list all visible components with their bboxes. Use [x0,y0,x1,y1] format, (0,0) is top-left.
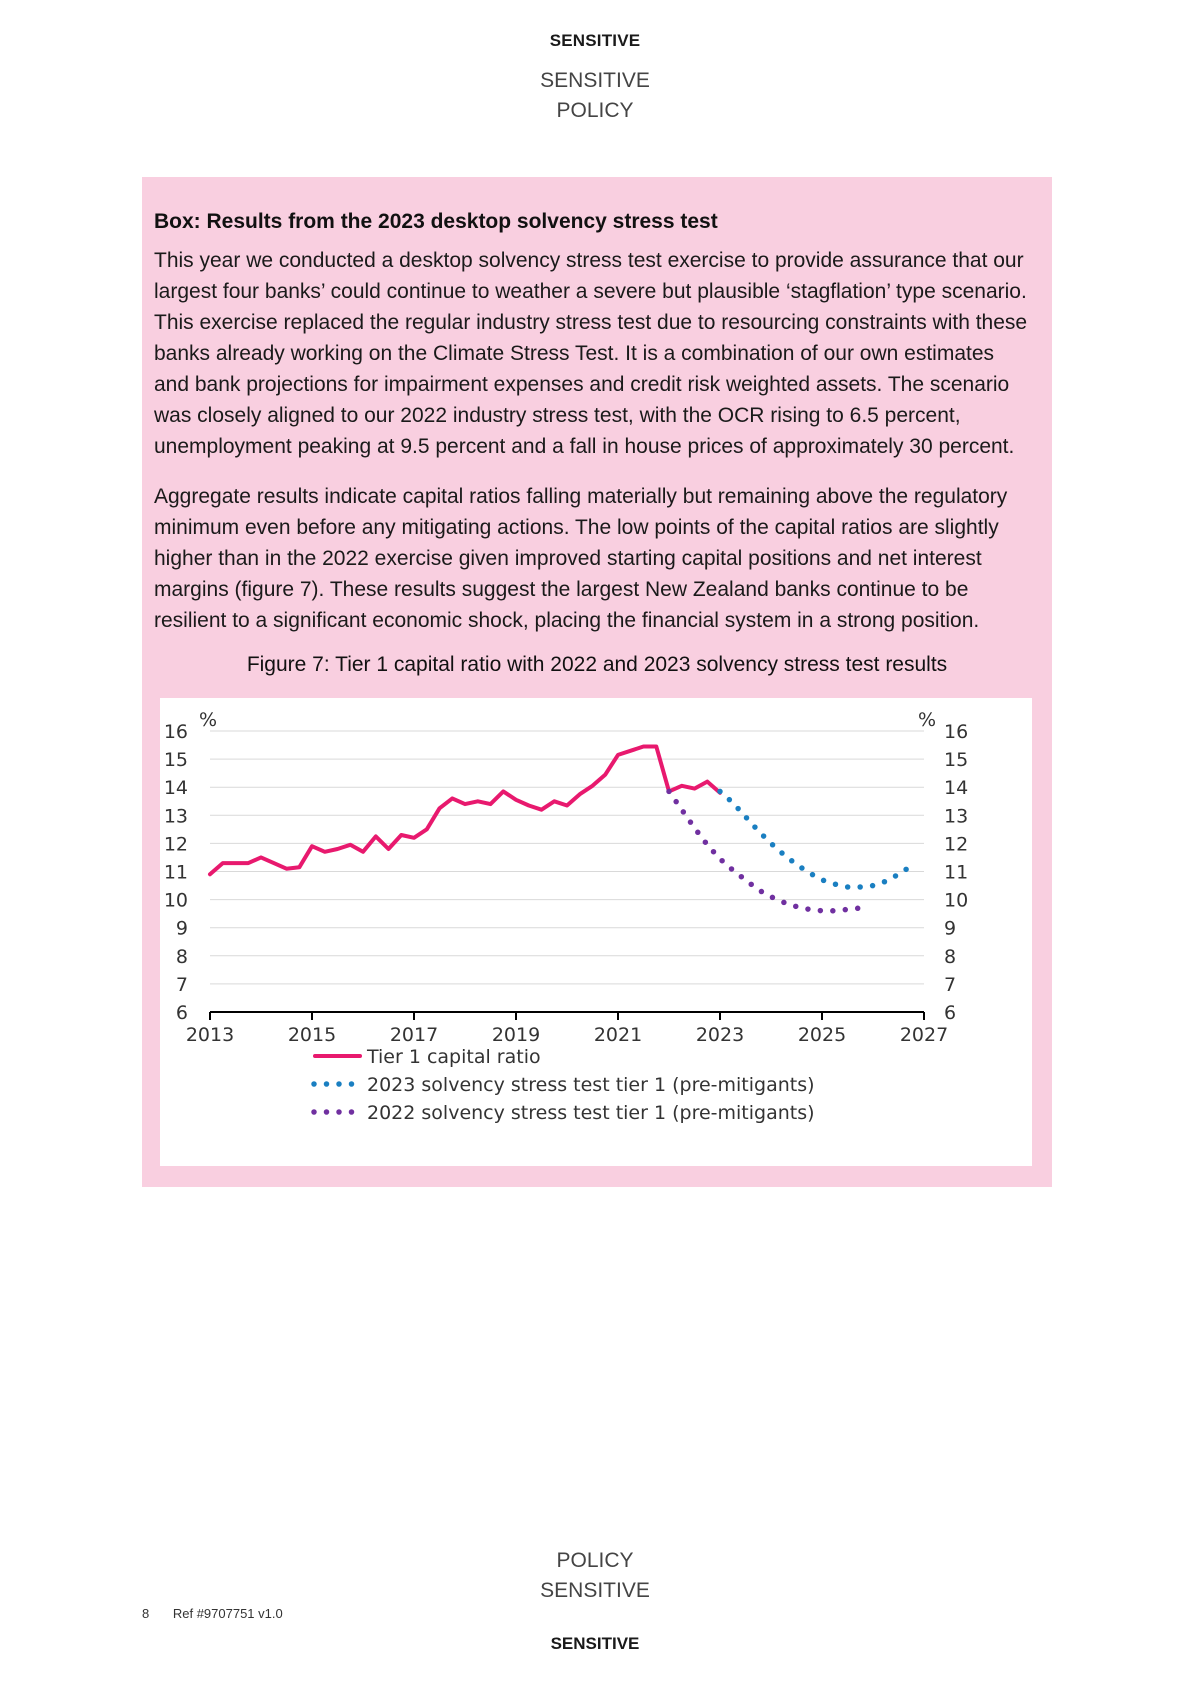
box-paragraph: This year we conducted a desktop solvenc… [154,249,1028,458]
figure-title: Figure 7: Tier 1 capital ratio with 2022… [246,653,948,676]
y-tick-label-left: 6 [176,1002,188,1024]
y-tick-label-left: 15 [164,749,188,771]
tier1-capital-chart: 6 6 7 7 8 8 9 9 10 10 11 11 12 12 13 13 14 14 15 15 16 16 2013… [164,709,968,1124]
y-tick-label-left: 10 [164,890,188,912]
document-reference: Ref #9707751 v1.0 [172,1606,283,1621]
chart-panel: 6 6 7 7 8 8 9 9 10 10 11 11 12 12 13 13 14 14 15 15 16 16 2013… [160,698,1032,1166]
y-tick-label-left: 11 [164,862,188,884]
y-tick-label-left: 9 [176,918,188,940]
y-tick-label-right: 16 [944,721,968,743]
y-tick-label-right: 12 [944,833,968,855]
classification-bottom: SENSITIVE [550,1634,640,1653]
y-tick-label-right: 10 [944,890,968,912]
y-tick-label-left: 12 [164,833,188,855]
x-tick-label: 2027 [900,1024,948,1046]
classification-top: SENSITIVE [549,31,641,50]
header-labels: SENSITIVE POLICY [0,66,1190,126]
box-paragraph: Aggregate results indicate capital ratio… [154,485,1008,632]
series-line-1 [208,744,722,877]
footer-label: POLICY [556,1549,634,1572]
legend-label: 2022 solvency stress test tier 1 (pre-mi… [367,1102,815,1124]
page-reference: 8 Ref #9707751 v1.0 [142,1606,283,1621]
footer-label: SENSITIVE [540,1579,650,1602]
page-number: 8 [142,1606,150,1621]
y-tick-label-right: 9 [944,918,956,940]
x-tick-label: 2017 [390,1024,438,1046]
series-line-3 [666,788,864,914]
x-tick-label: 2015 [288,1024,336,1046]
y-tick-label-right: 15 [944,749,968,771]
series-line-2 [717,788,915,890]
y-tick-label-right: 13 [944,805,968,827]
box-title: Box: Results from the 2023 desktop solve… [154,210,718,233]
y-tick-label-left: 13 [164,805,188,827]
x-tick-label: 2025 [798,1024,846,1046]
x-tick-label: 2021 [594,1024,642,1046]
y-tick-label-left: 8 [176,946,188,968]
y-tick-label-left: 7 [176,974,188,996]
legend-label: Tier 1 capital ratio [366,1046,541,1068]
y-unit-right: % [918,709,936,731]
y-tick-label-right: 8 [944,946,956,968]
y-tick-label-right: 7 [944,974,956,996]
stress-test-box: Box: Results from the 2023 desktop solve… [142,177,1052,1187]
y-tick-label-right: 14 [944,777,968,799]
legend-label: 2023 solvency stress test tier 1 (pre-mi… [367,1074,815,1096]
header-label: POLICY [556,99,634,122]
x-tick-label: 2013 [186,1024,234,1046]
x-tick-label: 2023 [696,1024,744,1046]
y-tick-label-right: 6 [944,1002,956,1024]
footer-labels: POLICY SENSITIVE [0,1546,1190,1606]
header-label: SENSITIVE [540,69,650,92]
x-tick-label: 2019 [492,1024,540,1046]
y-tick-label-left: 16 [164,721,188,743]
y-unit-left: % [199,709,217,731]
y-tick-label-left: 14 [164,777,188,799]
y-tick-label-right: 11 [944,862,968,884]
